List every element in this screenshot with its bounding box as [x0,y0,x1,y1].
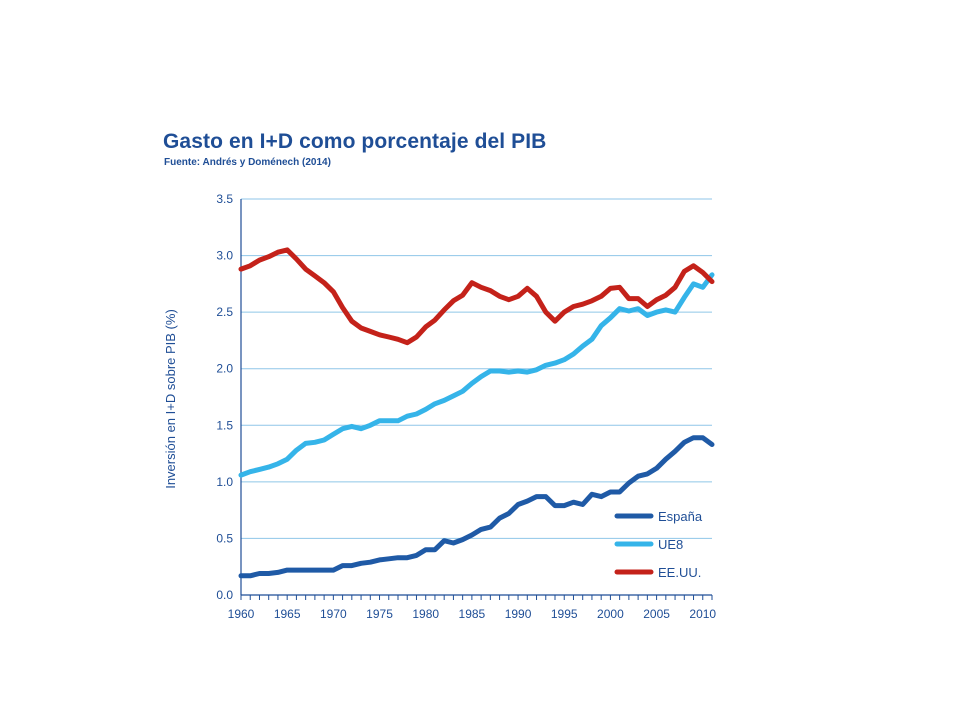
x-tick-label: 1985 [459,607,486,621]
x-tick-label: 1975 [366,607,393,621]
y-tick-label: 2.5 [216,305,233,319]
y-tick-label: 1.0 [216,475,233,489]
y-axis-label: Inversión en I+D sobre PIB (%) [163,309,178,489]
x-tick-label: 2010 [689,607,716,621]
x-tick-label: 1990 [505,607,532,621]
legend-label: UE8 [658,537,683,552]
y-tick-label: 1.5 [216,418,233,432]
x-tick-label: 1995 [551,607,578,621]
y-tick-label: 3.0 [216,249,233,263]
axes: 0.0 0.5 1.0 1.5 2.0 2.5 3.0 3.5 1960 1965 1970 1975… [216,192,716,621]
legend: España UE8 EE.UU. [614,509,703,580]
y-tick-label: 2.0 [216,362,233,376]
chart-subtitle: Fuente: Andrés y Doménech (2014) [164,157,331,168]
y-tick-label: 3.5 [216,192,233,206]
chart-title: Gasto en I+D como porcentaje del PIB [163,130,547,153]
x-tick-label: 2005 [643,607,670,621]
y-tick-label: 0.5 [216,531,233,545]
series-line-2 [238,272,715,478]
series-line-3 [238,247,715,346]
legend-label: EE.UU. [658,565,701,580]
x-tick-label: 1980 [412,607,439,621]
x-tick-label: 1970 [320,607,347,621]
series-line-1 [238,435,715,579]
x-tick-label: 1960 [228,607,255,621]
series-lines [238,247,715,579]
gridlines [241,198,712,539]
y-tick-label: 0.0 [216,588,233,602]
x-tick-label: 2000 [597,607,624,621]
x-tick-label: 1965 [274,607,301,621]
legend-label: España [658,509,703,524]
